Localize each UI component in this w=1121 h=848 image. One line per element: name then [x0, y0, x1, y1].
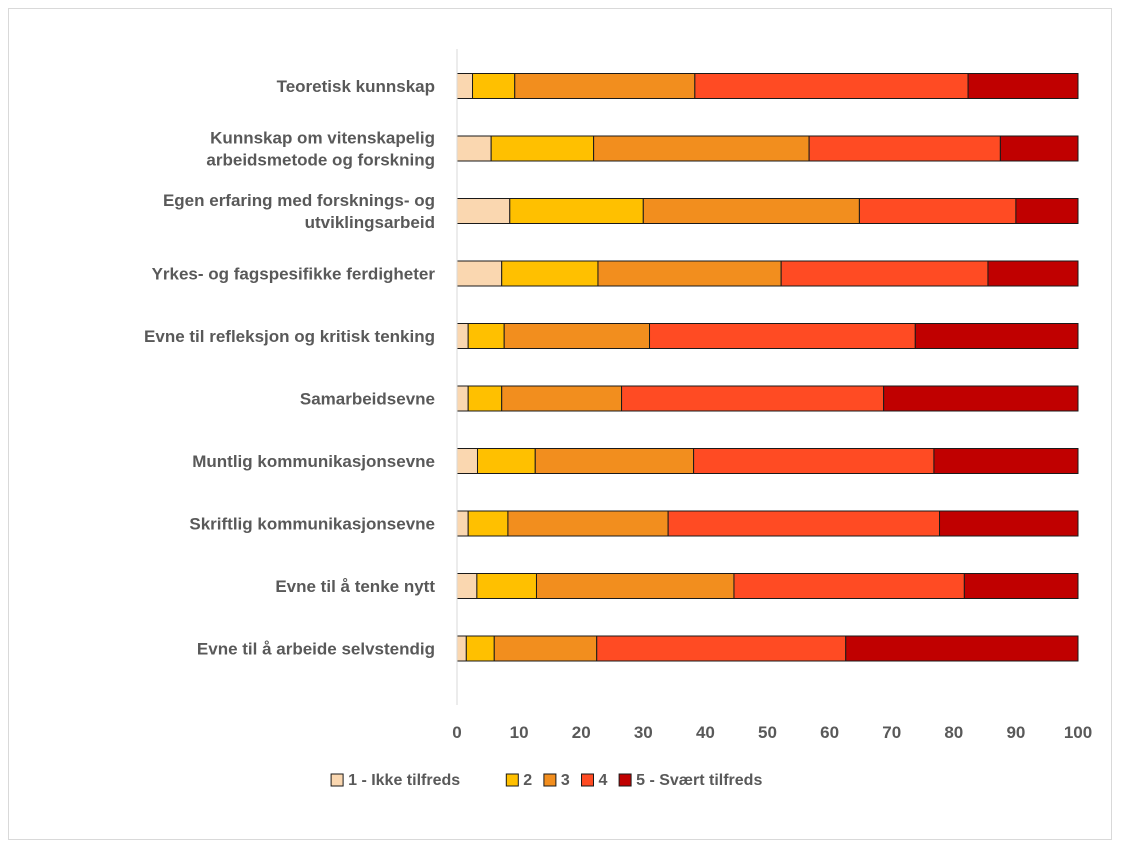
bar-segment: [465, 635, 495, 662]
bar-segment: [456, 135, 492, 162]
category-label: Evne til å tenke nytt: [275, 577, 435, 596]
bar-segment: [987, 260, 1079, 287]
bar-segment: [456, 635, 467, 662]
x-tick-label: 60: [820, 723, 839, 742]
bar-segment: [456, 385, 469, 412]
bar-segment: [733, 573, 965, 599]
bar-segment: [999, 135, 1079, 162]
x-tick-label: 0: [452, 723, 461, 742]
bar-segment: [597, 260, 782, 287]
category-label: utviklingsarbeid: [305, 213, 435, 232]
x-tick-label: 40: [696, 723, 715, 742]
bar-segment: [1015, 198, 1079, 224]
bar-segment: [693, 448, 935, 474]
legend-label: 4: [599, 772, 608, 789]
bar-segment: [596, 635, 847, 662]
bar-segment: [467, 385, 503, 412]
legend-swatch: [581, 773, 594, 787]
legend-swatch: [543, 773, 557, 787]
stacked-bar-chart: Teoretisk kunnskap Kunnskap om vitenskape…: [144, 49, 1092, 789]
bar-segment: [694, 73, 969, 99]
legend-label: 5 - Svært tilfreds: [636, 772, 762, 789]
bar-segment: [667, 510, 941, 537]
bar-segment: [456, 260, 503, 287]
x-tick-label: 80: [944, 723, 963, 742]
bar-segment: [642, 198, 860, 224]
x-tick-label: 30: [634, 723, 653, 742]
bar-segment: [780, 260, 989, 287]
bars: [456, 73, 1079, 662]
x-tick-label: 70: [882, 723, 901, 742]
legend-swatch: [618, 773, 632, 787]
bar-segment: [933, 448, 1079, 474]
bar-segment: [456, 573, 478, 599]
bar-segment: [845, 635, 1079, 662]
bar-segment: [621, 385, 885, 412]
bar-segment: [963, 573, 1079, 599]
bar-segment: [507, 510, 669, 537]
bar-segment: [514, 73, 696, 99]
bar-segment: [939, 510, 1079, 537]
bar-segment: [534, 448, 695, 474]
bar-segment: [467, 510, 509, 537]
bar-segment: [456, 510, 469, 537]
bar-segment: [501, 385, 623, 412]
x-tick-label: 10: [510, 723, 529, 742]
legend-label: 3: [561, 772, 570, 789]
x-tick-label: 20: [572, 723, 591, 742]
category-label: Evne til å arbeide selvstendig: [197, 640, 435, 659]
bar-segment: [456, 448, 478, 474]
chart-area: Teoretisk kunnskap Kunnskap om vitenskape…: [8, 8, 1112, 840]
bar-segment: [472, 73, 516, 99]
bar-segment: [858, 198, 1017, 224]
bar-segment: [808, 135, 1001, 162]
legend-swatch: [330, 773, 344, 787]
category-label: Skriftlig kommunikasjonsevne: [189, 515, 435, 534]
bar-segment: [490, 135, 595, 162]
bar-segment: [493, 635, 598, 662]
x-tick-label: 100: [1064, 723, 1092, 742]
bar-segment: [535, 573, 735, 599]
legend-label: 1 - Ikke tilfreds: [348, 772, 460, 789]
bar-segment: [476, 573, 537, 599]
bar-segment: [649, 323, 916, 349]
category-label: arbeidsmetode og forskning: [206, 151, 435, 170]
category-label: Muntlig kommunikasjonsevne: [192, 452, 435, 471]
category-labels: Teoretisk kunnskap Kunnskap om vitenskape…: [144, 77, 435, 659]
legend-swatch: [505, 773, 519, 787]
bar-segment: [503, 323, 651, 349]
bar-segment: [456, 198, 511, 224]
bar-segment: [456, 73, 474, 99]
legend-label: 2: [523, 772, 532, 789]
category-label: Egen erfaring med forsknings- og: [163, 191, 435, 210]
x-axis: 0 10 20 30 40 50 60 70 80 90 100: [452, 49, 1092, 742]
bar-segment: [467, 323, 505, 349]
bar-segment: [914, 323, 1079, 349]
bar-segment: [593, 135, 810, 162]
category-label: Evne til refleksjon og kritisk tenking: [144, 327, 435, 346]
bar-segment: [476, 448, 536, 474]
category-label: Yrkes- og fagspesifikke ferdigheter: [152, 265, 436, 284]
bar-segment: [501, 260, 599, 287]
bar-segment: [883, 385, 1079, 412]
x-tick-label: 50: [758, 723, 777, 742]
x-tick-label: 90: [1006, 723, 1025, 742]
bar-segment: [509, 198, 644, 224]
bar-segment: [967, 73, 1079, 99]
category-label: Kunnskap om vitenskapelig: [210, 129, 435, 148]
bar-segment: [456, 323, 469, 349]
category-label: Teoretisk kunnskap: [277, 77, 435, 96]
category-label: Samarbeidsevne: [300, 390, 435, 409]
legend: 1 - Ikke tilfreds 2 3 4 5 - Svært tilfreds: [330, 772, 762, 789]
